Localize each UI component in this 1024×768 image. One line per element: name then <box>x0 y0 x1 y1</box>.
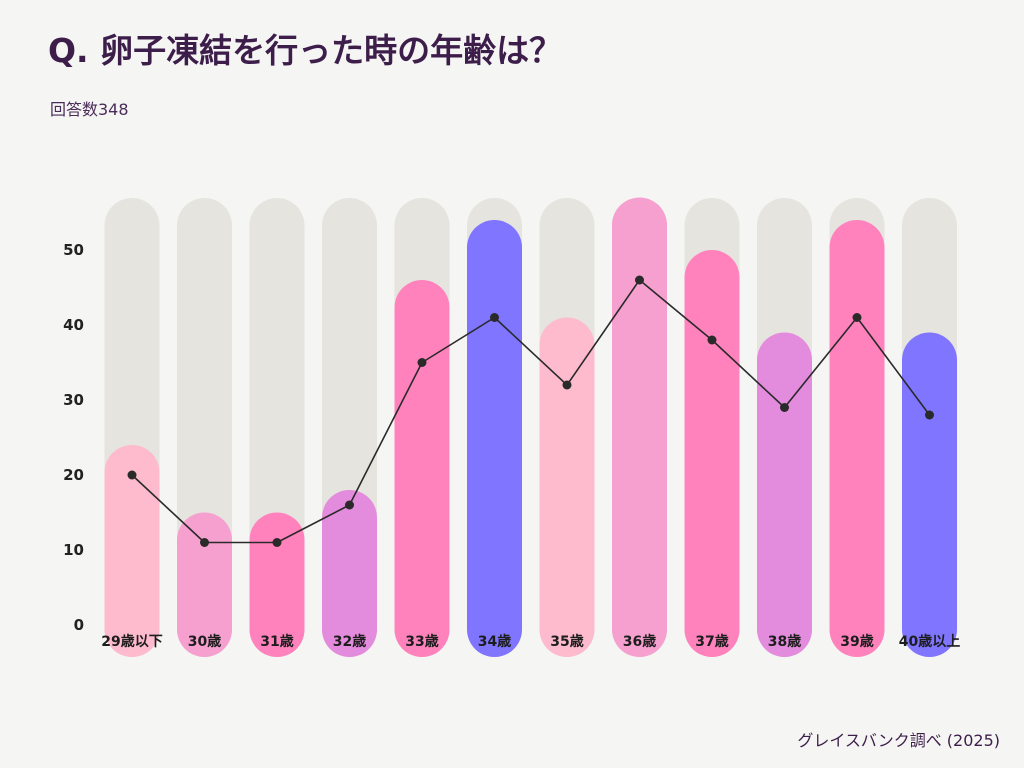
bar <box>467 220 522 657</box>
data-point <box>345 500 354 510</box>
y-tick-label: 10 <box>63 541 84 559</box>
category-label: 36歳 <box>623 633 656 650</box>
data-point <box>852 313 862 322</box>
category-label: 39歳 <box>840 633 873 650</box>
data-point <box>127 470 137 480</box>
bar <box>612 197 667 657</box>
response-count: 回答数348 <box>50 100 129 119</box>
category-label: 40歳以上 <box>899 633 960 650</box>
bar <box>539 317 595 657</box>
y-tick-label: 0 <box>74 616 84 634</box>
data-point <box>707 335 717 345</box>
data-point <box>925 410 934 420</box>
y-tick-label: 20 <box>63 466 84 484</box>
category-label: 33歳 <box>405 633 438 650</box>
category-label: 35歳 <box>550 633 583 650</box>
y-tick-label: 30 <box>63 391 84 409</box>
bar <box>177 512 232 657</box>
category-label: 37歳 <box>695 633 728 650</box>
category-label: 34歳 <box>478 633 511 650</box>
bar <box>902 332 957 657</box>
bar <box>104 445 160 657</box>
source-credit: グレイスバンク調べ (2025) <box>797 731 1000 750</box>
bar <box>322 490 377 657</box>
category-label: 29歳以下 <box>101 633 162 650</box>
data-point <box>272 538 282 547</box>
category-label: 31歳 <box>260 633 293 650</box>
y-tick-label: 50 <box>63 241 84 259</box>
category-label: 38歳 <box>768 633 801 650</box>
series-line <box>131 279 931 544</box>
bar <box>684 250 740 657</box>
page-title: Q. 卵子凍結を行った時の年齢は？ <box>48 31 563 70</box>
data-point <box>200 538 209 547</box>
bar <box>249 512 305 657</box>
data-point <box>780 403 789 412</box>
bar <box>757 332 812 657</box>
bar <box>394 280 450 657</box>
y-tick-label: 40 <box>63 316 84 334</box>
data-point <box>490 313 499 322</box>
data-point <box>562 380 572 390</box>
data-point <box>417 358 427 367</box>
bar <box>829 220 885 657</box>
category-label: 32歳 <box>333 633 366 650</box>
data-point <box>635 275 644 285</box>
category-label: 30歳 <box>188 633 221 650</box>
